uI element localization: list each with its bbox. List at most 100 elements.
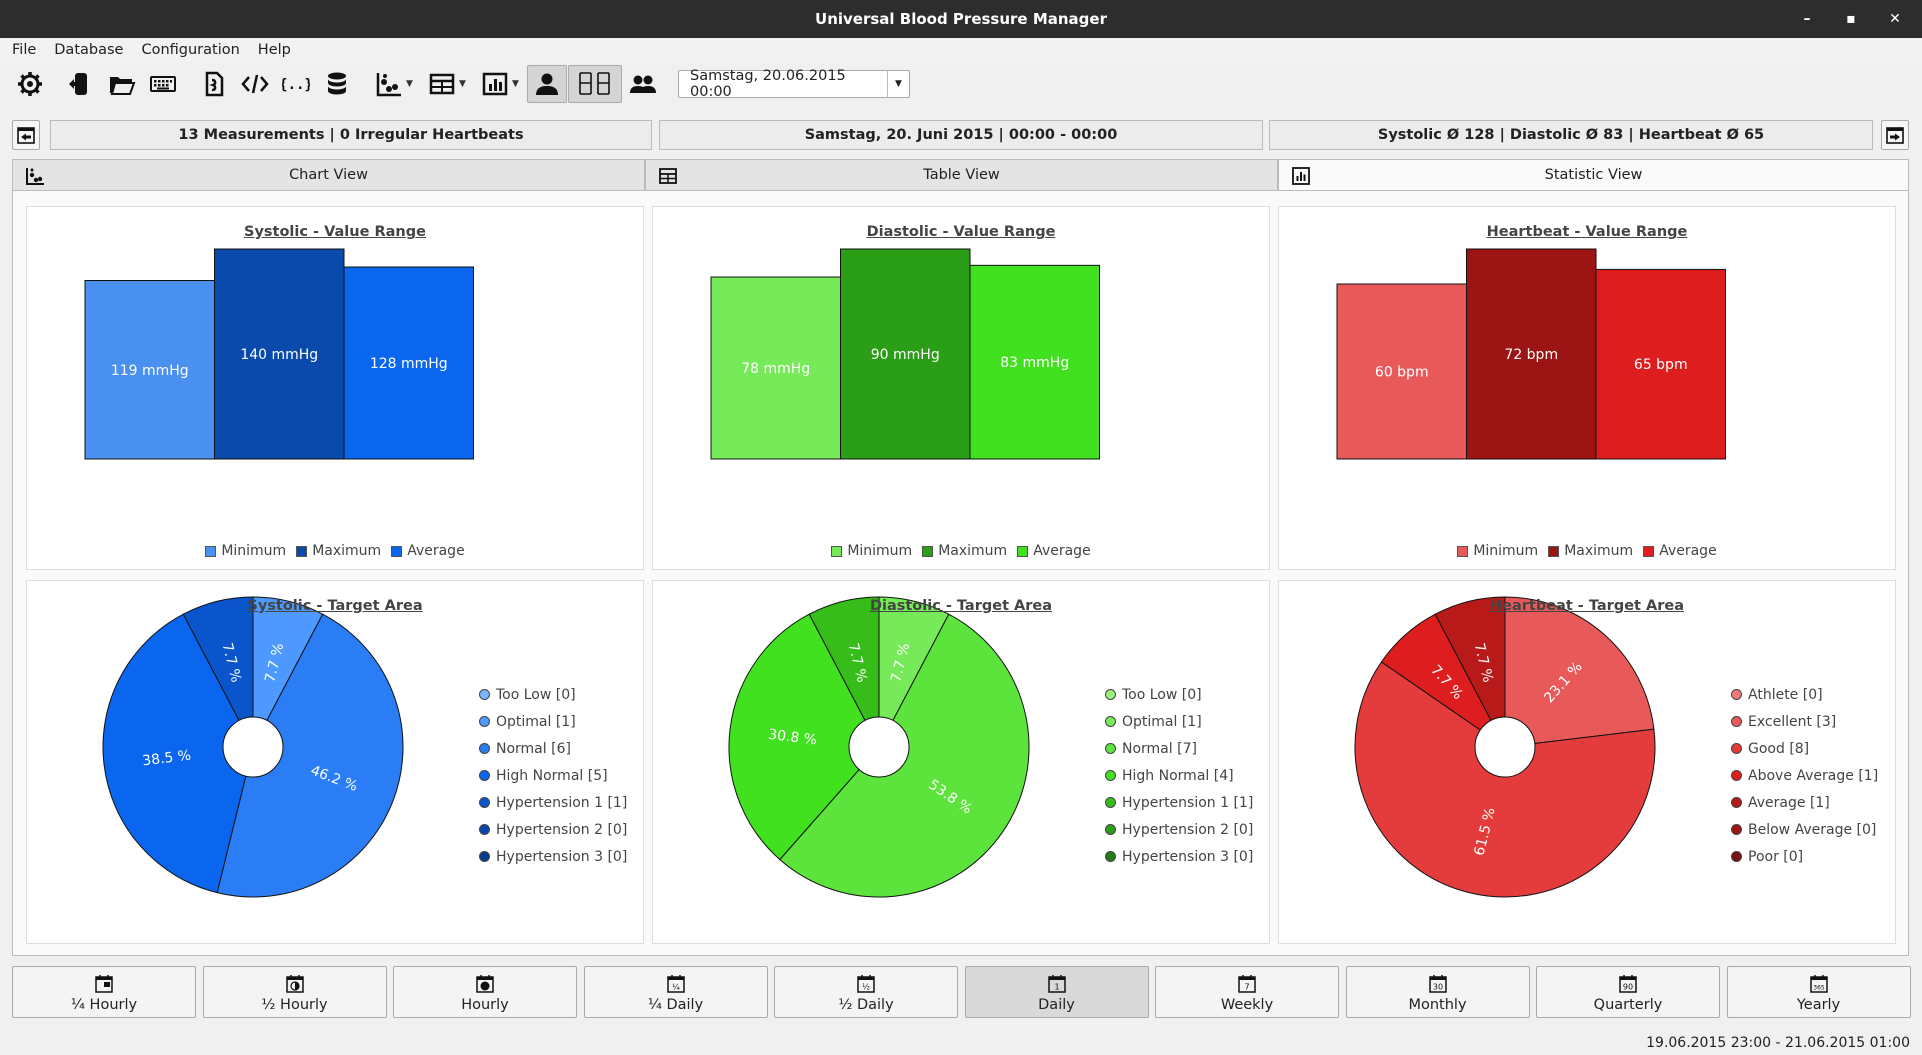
svg-text:{..}: {..}: [282, 77, 310, 93]
bar-data-label: 140 mmHg: [240, 347, 318, 363]
pie-data-label: 30.8 %: [767, 727, 817, 749]
users-icon: [630, 75, 656, 93]
digital-display-button[interactable]: [568, 65, 622, 103]
legend-item: Optimal [1]: [1105, 708, 1253, 735]
day-calendar-icon: 1: [1047, 975, 1066, 993]
systolic-pie-chart: 7.7 %46.2 %38.5 %7.7 %: [102, 596, 404, 898]
period-button-7[interactable]: 30 Monthly: [1345, 966, 1530, 1018]
svg-text:½: ½: [862, 983, 870, 992]
tab-chart-view[interactable]: Chart View: [12, 159, 645, 191]
period-label: Daily: [1038, 997, 1075, 1013]
toolbar: {..} ▼ ▼ ▼ Samstag, 20.06.2015 00:00 ▼: [0, 62, 1922, 106]
open-folder-icon: [110, 77, 136, 95]
legend-label: Optimal [1]: [1122, 713, 1202, 730]
tab-statistic-view[interactable]: Statistic View: [1278, 159, 1909, 191]
legend-swatch: [205, 545, 217, 557]
legend-label: Poor [0]: [1748, 848, 1804, 865]
bar-data-label: 83 mmHg: [1000, 355, 1069, 371]
multi-user-button[interactable]: [623, 65, 663, 103]
period-button-8[interactable]: 90 Quarterly: [1536, 966, 1720, 1018]
legend-label: Athlete [0]: [1748, 686, 1823, 703]
half-day-calendar-icon: ½: [857, 975, 875, 993]
menu-database[interactable]: Database: [54, 42, 124, 58]
legend-item: Maximum: [922, 543, 1007, 559]
menu-file[interactable]: File: [12, 42, 37, 58]
json-button[interactable]: {..}: [276, 65, 316, 103]
script-button[interactable]: [194, 65, 234, 103]
tab-table-view[interactable]: Table View: [645, 159, 1278, 191]
year-calendar-icon: 365: [1809, 975, 1828, 993]
database-icon: [328, 72, 346, 95]
chevron-down-icon: ▼: [406, 79, 413, 89]
menu-configuration[interactable]: Configuration: [141, 42, 240, 58]
maximize-icon[interactable]: ▪: [1846, 11, 1856, 27]
xml-icon: [241, 74, 269, 94]
pie-slice: [1354, 661, 1656, 898]
legend-label: Minimum: [847, 543, 913, 559]
statistic-view-icon: [1292, 167, 1310, 185]
svg-text:¼: ¼: [672, 983, 680, 992]
legend-swatch: [1731, 689, 1742, 700]
legend-item: Too Low [0]: [1105, 681, 1253, 708]
legend-swatch: [1017, 545, 1029, 557]
menu-help[interactable]: Help: [257, 42, 291, 58]
period-button-9[interactable]: 365 Yearly: [1726, 966, 1911, 1018]
chart-title: Diastolic - Value Range: [866, 224, 1056, 240]
legend-swatch: [391, 545, 403, 557]
chart-title: Heartbeat - Target Area: [1489, 598, 1685, 614]
legend-label: Too Low [0]: [496, 686, 576, 703]
bar-average: [343, 266, 474, 460]
legend-swatch: [479, 797, 490, 808]
legend-label: Hypertension 1 [1]: [1122, 794, 1254, 811]
systolic-bar-chart: 119 mmHg 140 mmHg 128 mmHg: [84, 248, 474, 460]
date-selector[interactable]: Samstag, 20.06.2015 00:00 ▼: [678, 68, 910, 100]
period-button-6[interactable]: 7 Weekly: [1155, 966, 1339, 1018]
database-button[interactable]: [317, 65, 357, 103]
legend-swatch: [1731, 824, 1742, 835]
single-user-button[interactable]: [527, 65, 567, 103]
chevron-down-icon[interactable]: ▼: [887, 71, 909, 97]
manual-input-button[interactable]: [143, 65, 183, 103]
minimize-icon[interactable]: –: [1803, 11, 1811, 27]
import-device-button[interactable]: [61, 65, 101, 103]
bar-data-label: 72 bpm: [1504, 347, 1558, 363]
table-view-dropdown[interactable]: ▼: [421, 65, 473, 103]
period-button-2[interactable]: Hourly: [393, 966, 577, 1018]
chart-view-icon: [376, 73, 402, 97]
svg-text:1: 1: [1054, 983, 1059, 992]
next-period-button[interactable]: [1881, 120, 1909, 150]
legend-label: Average: [407, 543, 465, 559]
period-label: ½ Hourly: [261, 997, 328, 1013]
period-label: Quarterly: [1593, 997, 1663, 1013]
xml-button[interactable]: [235, 65, 275, 103]
date-range-display: Samstag, 20. Juni 2015 | 00:00 - 00:00: [659, 120, 1263, 150]
legend-item: Minimum: [831, 543, 912, 559]
legend-swatch: [1105, 851, 1116, 862]
previous-period-button[interactable]: [12, 120, 40, 150]
statistic-view-dropdown[interactable]: ▼: [474, 65, 526, 103]
legend-item: Average: [1643, 543, 1717, 559]
period-button-5[interactable]: 1 Daily: [964, 966, 1149, 1018]
close-icon[interactable]: ✕: [1889, 11, 1901, 27]
legend-swatch: [1731, 716, 1742, 727]
period-button-4[interactable]: ½ ½ Daily: [774, 966, 958, 1018]
period-button-1[interactable]: ½ Hourly: [202, 966, 387, 1018]
legend-item: Minimum: [1457, 543, 1538, 559]
chart-view-dropdown[interactable]: ▼: [368, 65, 420, 103]
pie-slice: [728, 613, 880, 861]
legend-label: Hypertension 2 [0]: [496, 821, 628, 838]
legend-swatch: [1731, 770, 1742, 781]
legend-swatch: [922, 545, 934, 557]
period-selector: ¼ Hourly ½ Hourly Hourly ¼ ¼ Daily ½ ½ Daily 1 D…: [12, 966, 1911, 1018]
settings-button[interactable]: [10, 65, 50, 103]
open-file-button[interactable]: [102, 65, 142, 103]
chevron-down-icon: ▼: [459, 79, 466, 89]
bar-minimum: [1336, 283, 1467, 460]
period-button-0[interactable]: ¼ Hourly: [12, 966, 196, 1018]
legend-swatch: [479, 716, 490, 727]
period-button-3[interactable]: ¼ ¼ Daily: [583, 966, 768, 1018]
chart-legend: Too Low [0] Optimal [1] Normal [6] High Nor…: [479, 681, 627, 870]
legend-label: Good [8]: [1748, 740, 1810, 757]
svg-text:30: 30: [1432, 983, 1442, 992]
chart-legend: Too Low [0] Optimal [1] Normal [7] High Nor…: [1105, 681, 1253, 870]
